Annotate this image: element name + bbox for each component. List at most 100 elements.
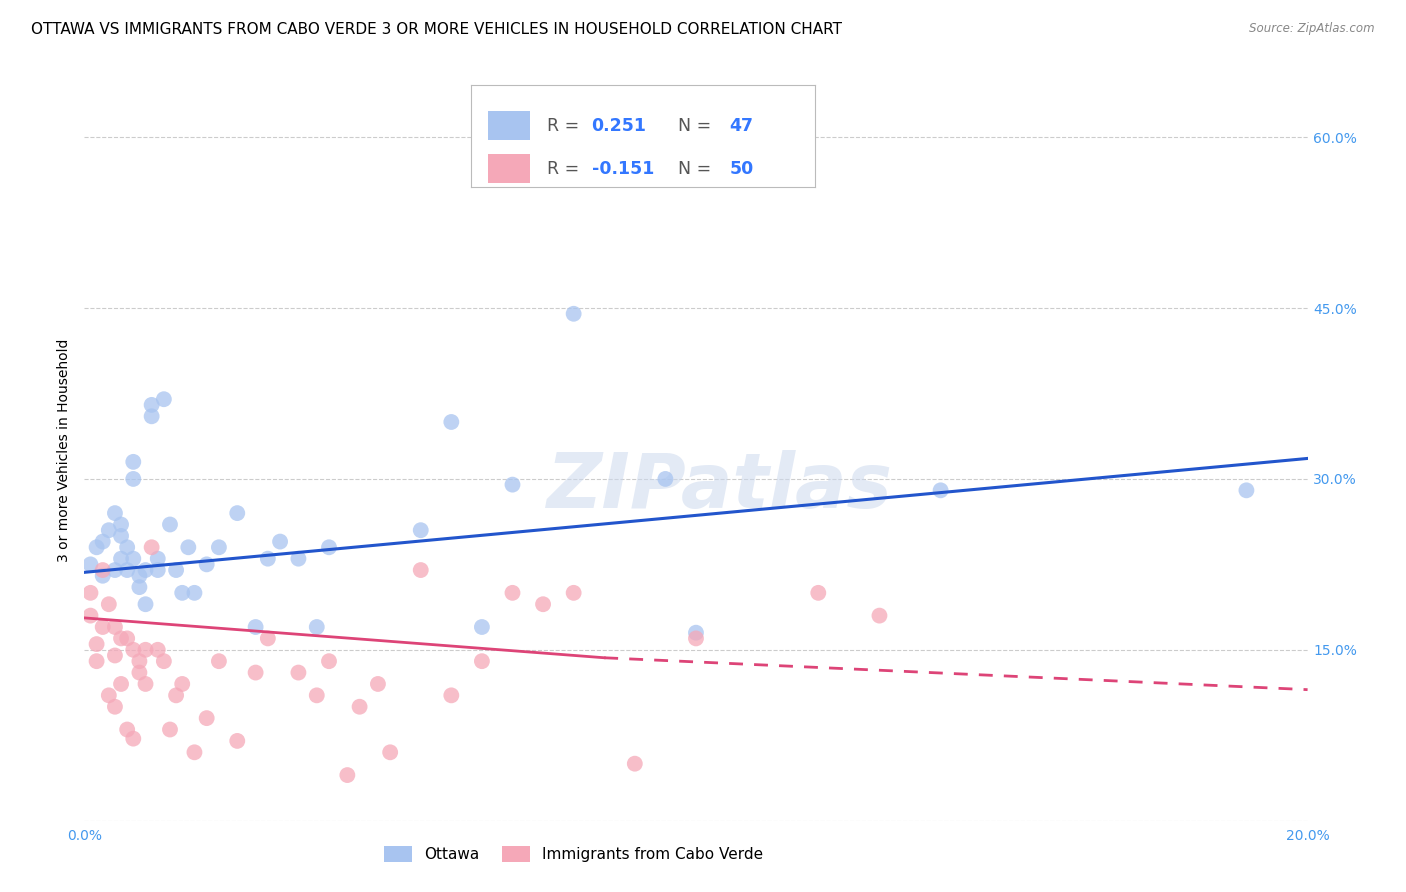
Point: [115, 563, 138, 577]
Point: [685, 632, 707, 646]
Point: [159, 723, 181, 737]
Point: [183, 586, 205, 600]
Point: [146, 642, 169, 657]
Point: [91, 563, 114, 577]
Point: [91, 568, 114, 582]
Point: [172, 677, 194, 691]
Point: [305, 689, 328, 703]
Point: [869, 608, 891, 623]
Point: [122, 642, 145, 657]
Point: [165, 563, 187, 577]
Point: [97, 689, 120, 703]
Point: [165, 689, 187, 703]
Point: [104, 563, 127, 577]
Point: [257, 632, 280, 646]
Point: [115, 541, 138, 555]
Point: [104, 506, 127, 520]
Text: Source: ZipAtlas.com: Source: ZipAtlas.com: [1250, 22, 1375, 36]
Point: [177, 541, 200, 555]
Point: [135, 563, 157, 577]
Point: [110, 632, 132, 646]
Point: [502, 477, 524, 491]
Point: [440, 415, 463, 429]
Point: [269, 534, 291, 549]
Point: [86, 654, 108, 668]
Point: [91, 534, 114, 549]
Point: [562, 307, 585, 321]
Point: [440, 689, 463, 703]
Point: [122, 455, 145, 469]
Point: [287, 551, 309, 566]
Point: [562, 586, 585, 600]
Point: [146, 563, 169, 577]
Point: [159, 517, 181, 532]
Point: [226, 734, 249, 748]
Text: OTTAWA VS IMMIGRANTS FROM CABO VERDE 3 OR MORE VEHICLES IN HOUSEHOLD CORRELATION: OTTAWA VS IMMIGRANTS FROM CABO VERDE 3 O…: [31, 22, 842, 37]
Point: [153, 392, 176, 407]
FancyBboxPatch shape: [488, 154, 530, 183]
Point: [1236, 483, 1258, 498]
Point: [502, 586, 524, 600]
Point: [380, 745, 402, 759]
Point: [122, 551, 145, 566]
Point: [128, 654, 150, 668]
Point: [135, 642, 157, 657]
Point: [86, 637, 108, 651]
Legend: Ottawa, Immigrants from Cabo Verde: Ottawa, Immigrants from Cabo Verde: [378, 840, 769, 869]
Point: [287, 665, 309, 680]
Point: [104, 699, 127, 714]
Point: [336, 768, 359, 782]
Point: [141, 398, 163, 412]
Point: [929, 483, 952, 498]
Text: 0.251: 0.251: [592, 117, 647, 135]
Point: [97, 597, 120, 611]
Point: [146, 551, 169, 566]
Y-axis label: 3 or more Vehicles in Household: 3 or more Vehicles in Household: [58, 339, 72, 562]
Point: [208, 654, 231, 668]
Point: [531, 597, 554, 611]
Point: [245, 620, 267, 634]
Point: [91, 620, 114, 634]
Point: [104, 648, 127, 663]
Point: [110, 529, 132, 543]
Text: N =: N =: [678, 160, 717, 178]
Text: -0.151: -0.151: [592, 160, 654, 178]
Point: [110, 517, 132, 532]
Point: [79, 586, 101, 600]
Point: [128, 580, 150, 594]
Point: [86, 541, 108, 555]
Text: N =: N =: [678, 117, 717, 135]
Point: [195, 711, 218, 725]
Point: [654, 472, 676, 486]
Point: [97, 523, 120, 537]
Point: [208, 541, 231, 555]
Text: 47: 47: [730, 117, 754, 135]
Point: [305, 620, 328, 634]
Point: [141, 409, 163, 424]
Point: [183, 745, 205, 759]
Point: [471, 620, 494, 634]
Point: [122, 472, 145, 486]
Point: [153, 654, 176, 668]
Point: [110, 551, 132, 566]
Point: [409, 523, 432, 537]
Point: [135, 597, 157, 611]
Point: [115, 632, 138, 646]
Point: [141, 541, 163, 555]
Point: [122, 731, 145, 746]
Point: [318, 654, 340, 668]
Point: [79, 608, 101, 623]
Point: [318, 541, 340, 555]
Point: [349, 699, 371, 714]
Text: R =: R =: [547, 160, 585, 178]
Point: [685, 625, 707, 640]
Point: [128, 568, 150, 582]
Text: 50: 50: [730, 160, 754, 178]
FancyBboxPatch shape: [488, 112, 530, 140]
Point: [110, 677, 132, 691]
Point: [128, 665, 150, 680]
Text: R =: R =: [547, 117, 585, 135]
Point: [104, 620, 127, 634]
Point: [624, 756, 647, 771]
Point: [79, 558, 101, 572]
